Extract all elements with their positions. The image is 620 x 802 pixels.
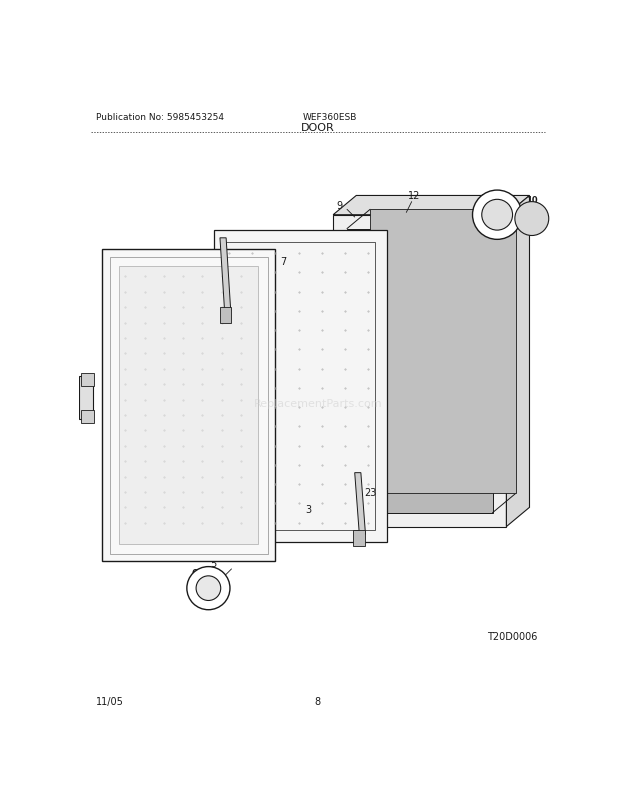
Circle shape bbox=[196, 576, 221, 601]
Polygon shape bbox=[102, 250, 275, 561]
Polygon shape bbox=[355, 473, 366, 535]
Text: DOOR: DOOR bbox=[301, 124, 335, 133]
Polygon shape bbox=[333, 196, 529, 216]
Circle shape bbox=[187, 567, 230, 610]
Text: 10: 10 bbox=[526, 196, 538, 205]
Text: 4: 4 bbox=[176, 528, 182, 538]
Circle shape bbox=[515, 202, 549, 237]
Text: 3: 3 bbox=[306, 504, 312, 514]
Polygon shape bbox=[214, 231, 387, 542]
Text: 11/05: 11/05 bbox=[96, 696, 124, 706]
Text: 7: 7 bbox=[280, 257, 286, 266]
Polygon shape bbox=[220, 308, 231, 323]
Text: WEF360ESB: WEF360ESB bbox=[303, 113, 356, 122]
Text: 5: 5 bbox=[211, 558, 217, 568]
Polygon shape bbox=[333, 216, 507, 527]
Polygon shape bbox=[347, 229, 492, 513]
Circle shape bbox=[482, 200, 513, 231]
Text: 10B: 10B bbox=[480, 194, 498, 203]
Text: 29: 29 bbox=[223, 383, 236, 394]
Text: 20: 20 bbox=[126, 354, 139, 364]
Text: Publication No: 5985453254: Publication No: 5985453254 bbox=[96, 113, 224, 122]
Circle shape bbox=[472, 191, 522, 240]
Polygon shape bbox=[119, 267, 259, 545]
Text: 52: 52 bbox=[223, 347, 236, 358]
Text: ReplacementParts.com: ReplacementParts.com bbox=[254, 399, 382, 409]
Polygon shape bbox=[370, 210, 516, 494]
Polygon shape bbox=[81, 410, 94, 423]
Polygon shape bbox=[79, 377, 93, 419]
Polygon shape bbox=[507, 196, 529, 527]
Text: 12: 12 bbox=[408, 191, 420, 201]
Text: 60B: 60B bbox=[192, 569, 210, 577]
Text: 39: 39 bbox=[125, 379, 138, 390]
Polygon shape bbox=[81, 373, 94, 387]
Polygon shape bbox=[220, 238, 231, 311]
Text: T20D0006: T20D0006 bbox=[487, 630, 538, 641]
Text: 23: 23 bbox=[364, 488, 376, 497]
Text: 8: 8 bbox=[315, 696, 321, 706]
Text: 9: 9 bbox=[336, 201, 342, 211]
Text: 23: 23 bbox=[221, 268, 234, 278]
Text: 6: 6 bbox=[242, 298, 247, 307]
Polygon shape bbox=[353, 531, 366, 546]
